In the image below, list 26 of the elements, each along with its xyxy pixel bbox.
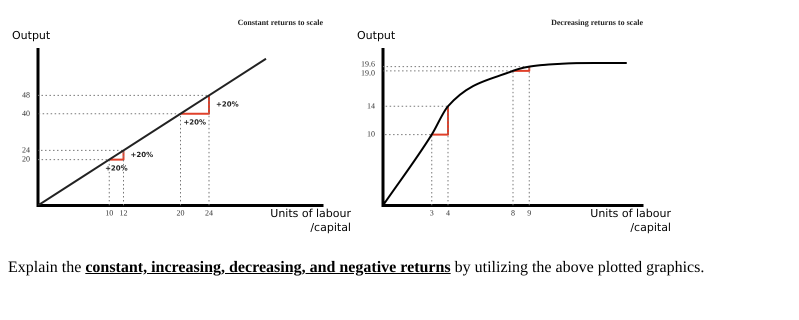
- x-tick-label: 4: [446, 208, 450, 218]
- y-tick-label: 19.0: [361, 68, 375, 78]
- chart-title: Decreasing returns to scale: [551, 18, 644, 27]
- text: by utilizing the above plotted graphics.: [454, 259, 704, 276]
- line-series: [38, 58, 267, 206]
- x-tick-label: 12: [120, 208, 128, 218]
- x-tick-label: 24: [205, 208, 213, 218]
- x-axis-title: Units of labour /capital: [270, 206, 352, 234]
- y-tick-label: 19.6: [361, 59, 375, 68]
- y-axis-title: Output: [357, 28, 396, 42]
- text: constant, increasing, decreasing, and negative returns: [85, 259, 451, 276]
- x-axis-title: Units of labour /capital: [590, 206, 672, 234]
- x-tick-label: 20: [176, 208, 184, 218]
- y-tick-label: 10: [367, 130, 375, 139]
- y-tick-label: 14: [367, 101, 375, 110]
- y-tick-label: 20: [22, 154, 30, 164]
- y-axis-title: Output: [12, 28, 51, 42]
- y-tick-label: 48: [22, 90, 30, 100]
- x-tick-label: 8: [511, 208, 515, 218]
- y-tick-label: 24: [22, 146, 30, 155]
- x-tick-label: 3: [430, 208, 434, 218]
- x-tick-label: 10: [105, 208, 114, 218]
- x-tick-label: 9: [527, 208, 532, 218]
- y-tick-label: 40: [22, 108, 30, 118]
- chart-title: Constant returns to scale: [238, 18, 324, 27]
- text: Explain the: [8, 259, 82, 276]
